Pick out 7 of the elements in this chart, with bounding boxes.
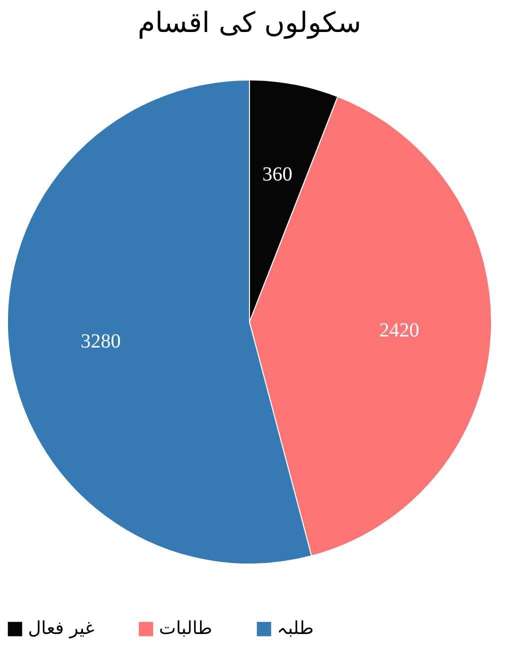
- data-label: 360: [262, 164, 292, 186]
- legend-label: غیر فعال: [28, 618, 94, 640]
- chart-title: سکولوں کی اقسام: [138, 6, 362, 39]
- data-label: 2420: [379, 320, 420, 342]
- legend-label: طالبات: [159, 618, 212, 640]
- legend-label: طلبہ: [277, 618, 314, 640]
- data-label: 3280: [80, 330, 121, 352]
